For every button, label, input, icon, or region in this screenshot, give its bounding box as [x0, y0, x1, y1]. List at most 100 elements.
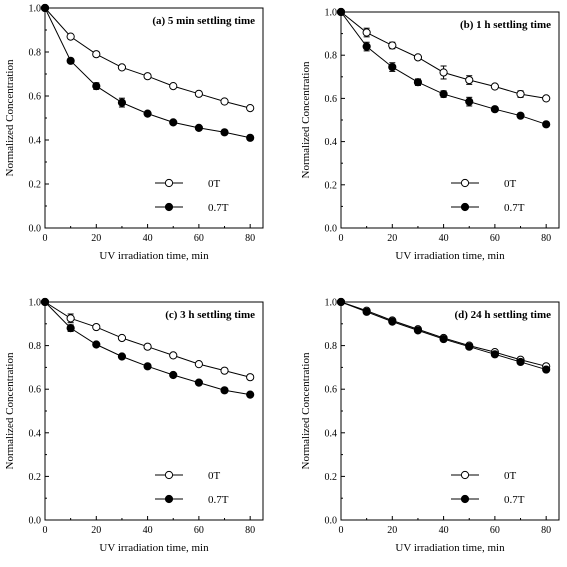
legend-label: 0T: [504, 178, 517, 190]
panel-title: (a) 5 min settling time: [152, 15, 255, 27]
x-axis-title: UV irradiation time, min: [395, 250, 505, 262]
data-point: [465, 75, 474, 85]
data-point: [542, 94, 551, 103]
data-point: [542, 120, 551, 129]
y-axis-title: Normalized Concentration: [300, 61, 312, 178]
x-tick-label: 60: [490, 233, 500, 244]
y-tick-label: 1.0: [325, 8, 338, 19]
data-point: [490, 82, 499, 91]
data-point: [92, 340, 101, 349]
data-point: [413, 53, 423, 62]
data-point: [66, 324, 75, 333]
data-point: [246, 373, 255, 382]
data-point: [194, 360, 203, 369]
x-tick-label: 80: [245, 233, 255, 244]
data-point: [92, 50, 101, 59]
y-tick-label: 0.2: [325, 180, 338, 191]
y-tick-label: 0.0: [29, 516, 42, 527]
data-point: [169, 351, 178, 360]
legend-marker: [460, 494, 470, 504]
data-point: [169, 370, 178, 380]
x-tick-label: 40: [439, 525, 449, 536]
x-tick-label: 20: [91, 525, 101, 536]
data-point: [516, 357, 525, 367]
data-point: [490, 350, 499, 359]
data-point: [413, 78, 423, 87]
x-tick-label: 20: [387, 233, 397, 244]
y-tick-label: 0.8: [325, 341, 338, 352]
x-tick-label: 0: [43, 233, 48, 244]
data-point: [246, 133, 255, 142]
legend-label: 0T: [208, 178, 221, 190]
data-point: [516, 89, 525, 99]
data-point: [336, 297, 346, 307]
data-point: [336, 7, 346, 17]
legend-marker: [164, 202, 174, 212]
data-point: [66, 314, 75, 323]
legend-marker: [460, 202, 470, 212]
x-tick-label: 20: [387, 525, 397, 536]
y-tick-label: 0.8: [29, 48, 42, 59]
chart-panel-1: 0.0 0.2 0.4 0.6 0.8 1.0 0 20 40 60 80 UV irradiatio…: [4, 3, 264, 262]
y-tick-label: 0.4: [29, 136, 42, 147]
x-tick-label: 80: [245, 525, 255, 536]
x-tick-label: 40: [143, 525, 153, 536]
x-tick-label: 80: [541, 525, 551, 536]
chart-panel-3: 0.0 0.2 0.4 0.6 0.8 1.0 0 20 40 60 80 UV irradiatio…: [4, 297, 264, 554]
data-point: [92, 82, 101, 91]
legend-label: 0T: [208, 470, 221, 482]
y-tick-label: 0.6: [29, 92, 42, 103]
y-tick-label: 1.0: [29, 298, 42, 309]
data-point: [220, 128, 229, 137]
chart-panel-2: 0.0 0.2 0.4 0.6 0.8 1.0 0 20 40 60 80 UV irradiatio…: [300, 7, 560, 262]
plot-frame: [340, 301, 560, 521]
data-point: [117, 98, 127, 107]
legend-marker: [460, 470, 470, 480]
y-tick-label: 1.0: [29, 4, 42, 15]
x-tick-label: 0: [43, 525, 48, 536]
legend-label: 0.7T: [504, 494, 525, 506]
legend-label: 0.7T: [208, 202, 229, 214]
x-tick-label: 0: [339, 233, 344, 244]
data-point: [143, 342, 152, 351]
data-point: [220, 97, 229, 106]
data-point: [516, 111, 525, 120]
x-tick-label: 40: [439, 233, 449, 244]
data-point: [220, 366, 229, 375]
y-tick-label: 0.8: [325, 51, 338, 62]
legend-marker: [164, 178, 174, 188]
data-point: [388, 41, 397, 50]
panel-title: (d) 24 h settling time: [454, 309, 551, 321]
plot-frame: [44, 301, 264, 521]
x-axis-title: UV irradiation time, min: [395, 542, 505, 554]
data-point: [40, 3, 50, 13]
y-tick-label: 0.0: [325, 516, 338, 527]
data-point: [490, 105, 499, 114]
y-axis-title: Normalized Concentration: [4, 352, 16, 469]
data-point: [40, 297, 50, 307]
y-tick-label: 0.6: [29, 385, 42, 396]
y-axis-title: Normalized Concentration: [4, 59, 16, 176]
x-axis-title: UV irradiation time, min: [99, 250, 209, 262]
data-point: [194, 378, 203, 387]
x-tick-label: 20: [91, 233, 101, 244]
y-tick-label: 0.2: [29, 180, 42, 191]
data-point: [388, 62, 397, 72]
data-point: [169, 82, 178, 91]
data-point: [362, 42, 371, 51]
data-point: [246, 390, 255, 399]
y-tick-label: 0.2: [325, 472, 338, 483]
x-axis-title: UV irradiation time, min: [99, 542, 209, 554]
data-point: [117, 63, 127, 72]
data-point: [362, 28, 371, 37]
legend-marker: [164, 494, 174, 504]
data-point: [66, 32, 75, 41]
data-point: [117, 352, 127, 361]
legend-marker: [460, 178, 470, 188]
x-tick-label: 60: [490, 525, 500, 536]
x-tick-label: 40: [143, 233, 153, 244]
data-point: [542, 365, 551, 374]
y-tick-label: 0.8: [29, 341, 42, 352]
y-tick-label: 0.4: [29, 428, 42, 439]
